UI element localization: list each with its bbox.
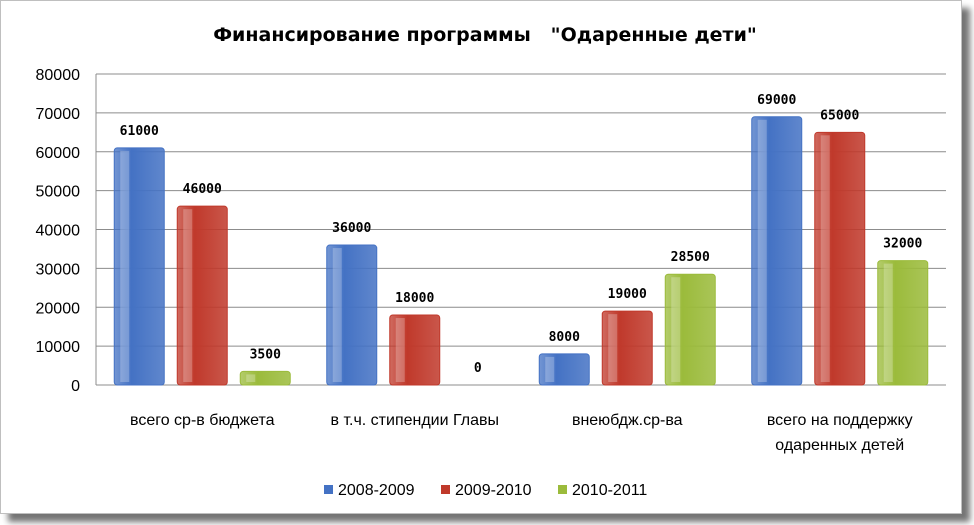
grid-layer [96,73,946,386]
data-label: 46000 [183,182,222,197]
data-label: 28500 [671,250,710,265]
data-label: 8000 [549,330,580,345]
bar-highlight [395,318,405,382]
data-label: 32000 [883,237,922,252]
data-label: 61000 [120,124,159,139]
y-tick-label: 70000 [36,106,81,123]
data-label: 36000 [332,221,371,236]
bar-2010-2011 [877,260,929,386]
bar-2009-2010 [389,314,441,386]
data-label: 65000 [820,108,859,123]
data-label: 69000 [757,93,796,108]
bar-2009-2010 [601,310,653,386]
bar-2008-2009 [326,244,378,386]
data-label: 3500 [250,347,281,362]
bar-highlight [183,209,193,382]
category-label: всего на поддержку [767,412,913,429]
bar-highlight [120,150,130,382]
bar-highlight [545,356,555,382]
legend-swatch [558,485,567,494]
legend-label: 2009-2010 [455,482,532,499]
y-tick-label: 30000 [36,261,81,278]
chart-title: Финансирование программы "Одаренные дети… [213,24,757,46]
label-layer: 61000 46000 3500 36000 18000 0 8000 19000 28500 6… [120,93,923,376]
legend-label: 2008-2009 [338,482,415,499]
legend-swatch [324,485,333,494]
bar-2009-2010 [814,131,866,386]
legend-label: 2010-2011 [572,482,647,499]
category-label: в т.ч. стипендии Главы [331,412,500,429]
bar-2008-2009 [751,116,803,386]
data-label: 18000 [395,291,434,306]
y-tick-label: 20000 [36,300,81,317]
data-label: 19000 [608,287,647,302]
axis-layer: 0 10000 20000 30000 40000 50000 60000 70000 8000… [36,67,946,454]
category-label: всего ср-в бюджета [130,412,275,429]
data-label: 0 [474,361,482,376]
y-tick-label: 50000 [36,184,81,201]
chart-svg: Финансирование программы "Одаренные дети… [36,24,946,499]
chart-frame: Финансирование программы "Одаренные дети… [0,0,962,514]
y-tick-label: 10000 [36,339,81,356]
bar-highlight [757,119,767,382]
bar-highlight [246,374,256,382]
y-tick-label: 80000 [36,67,81,84]
bar-highlight [332,248,342,382]
category-label: внеюбдж.ср-ва [572,412,683,429]
bar-highlight [820,135,830,382]
bar-2010-2011 [664,273,716,386]
legend: 2008-2009 2009-2010 2010-2011 [324,482,647,499]
category-label: одаренных детей [775,437,904,454]
bar-highlight [608,314,618,382]
bar-layer [113,116,929,386]
y-tick-label: 60000 [36,145,81,162]
legend-swatch [441,485,450,494]
bar-2008-2009 [113,147,165,386]
bar-highlight [883,263,893,382]
bar-highlight [671,277,681,382]
bar-2010-2011 [239,370,291,386]
y-tick-label: 40000 [36,223,81,240]
y-tick-label: 0 [71,378,80,395]
bar-2008-2009 [538,353,590,386]
bar-2009-2010 [176,205,228,386]
